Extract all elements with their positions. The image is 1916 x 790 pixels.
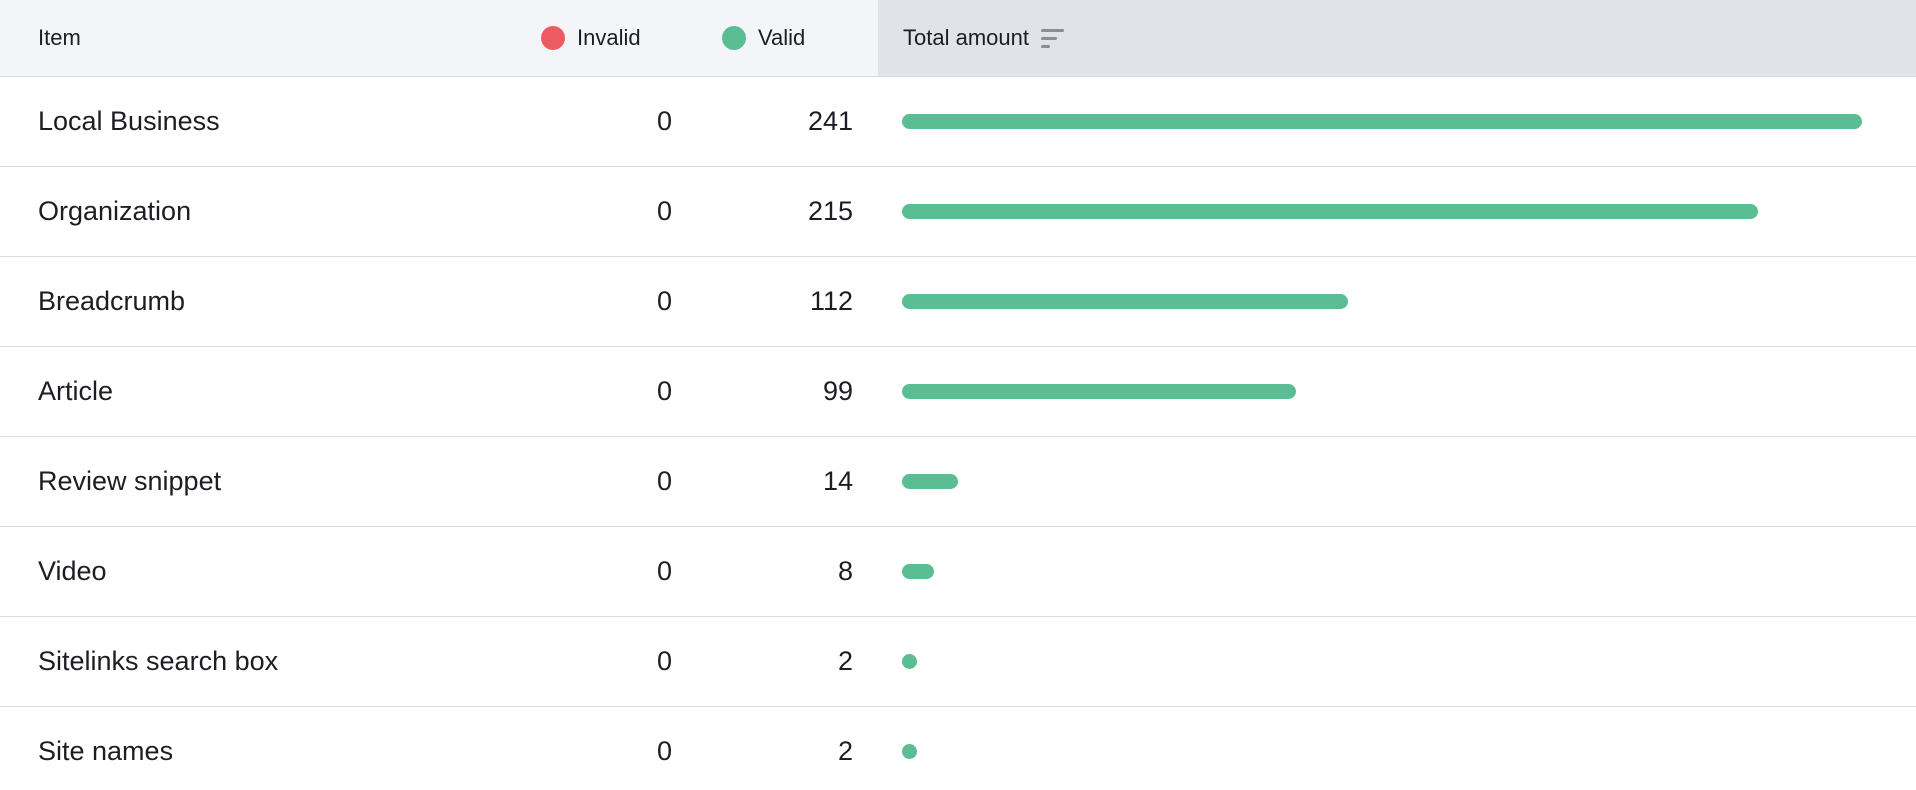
- valid-dot-icon: [722, 26, 746, 50]
- table-row: Article 0 99: [0, 347, 1916, 437]
- row-valid-count: 241: [807, 106, 853, 136]
- table-row: Video 0 8: [0, 527, 1916, 617]
- row-valid-count: 99: [822, 376, 853, 406]
- row-invalid-count: 0: [656, 466, 672, 496]
- total-amount-bar-track: [902, 437, 1862, 526]
- row-valid-count: 112: [809, 286, 853, 316]
- legend-invalid-label: Invalid: [577, 25, 641, 50]
- row-invalid-count: 0: [656, 556, 672, 586]
- total-amount-bar-track: [902, 257, 1862, 346]
- row-item-name: Video: [38, 556, 107, 586]
- row-invalid-count: 0: [656, 196, 672, 226]
- total-amount-bar-track: [902, 347, 1862, 436]
- total-amount-bar[interactable]: [902, 114, 1862, 129]
- row-valid-count: 2: [837, 736, 853, 766]
- row-item-name: Site names: [38, 736, 174, 766]
- total-amount-label: Total amount: [903, 25, 1029, 50]
- legend-valid[interactable]: Valid: [722, 25, 805, 51]
- row-item-name: Organization: [38, 196, 192, 226]
- total-amount-bar[interactable]: [902, 744, 917, 759]
- total-amount-bar[interactable]: [902, 204, 1758, 219]
- row-valid-count: 14: [822, 466, 853, 496]
- total-amount-bar[interactable]: [902, 384, 1296, 399]
- total-amount-bar[interactable]: [902, 294, 1348, 309]
- column-header-item: Item: [38, 25, 81, 50]
- legend-invalid[interactable]: Invalid: [541, 25, 641, 51]
- table-row: Review snippet 0 14: [0, 437, 1916, 527]
- table-row: Organization 0 215: [0, 167, 1916, 257]
- total-amount-bar-track: [902, 617, 1862, 706]
- row-valid-count: 215: [807, 196, 853, 226]
- total-amount-bar[interactable]: [902, 654, 917, 669]
- row-item-name: Local Business: [38, 106, 220, 136]
- row-invalid-count: 0: [656, 286, 672, 316]
- row-valid-count: 2: [837, 646, 853, 676]
- sort-icon[interactable]: [1040, 28, 1064, 48]
- table-row: Site names 0 2: [0, 707, 1916, 790]
- total-amount-bar-track: [902, 167, 1862, 256]
- total-amount-bar-track: [902, 77, 1862, 166]
- row-item-name: Sitelinks search box: [38, 646, 279, 676]
- total-amount-bar-track: [902, 527, 1862, 616]
- table-row: Breadcrumb 0 112: [0, 257, 1916, 347]
- total-amount-bar[interactable]: [902, 564, 934, 579]
- table-row: Local Business 0 241: [0, 77, 1916, 167]
- table-header: Item Invalid Valid Total amount: [0, 0, 1916, 77]
- row-invalid-count: 0: [656, 106, 672, 136]
- invalid-dot-icon: [541, 26, 565, 50]
- row-invalid-count: 0: [656, 736, 672, 766]
- column-header-total-amount[interactable]: Total amount: [878, 0, 1916, 76]
- table-row: Sitelinks search box 0 2: [0, 617, 1916, 707]
- total-amount-bar-track: [902, 707, 1862, 790]
- legend-valid-label: Valid: [758, 25, 806, 50]
- row-invalid-count: 0: [656, 376, 672, 406]
- row-item-name: Review snippet: [38, 466, 222, 496]
- table-body: Local Business 0 241 Organization 0 215 Breadc…: [0, 77, 1916, 790]
- row-valid-count: 8: [837, 556, 853, 586]
- row-item-name: Article: [38, 376, 114, 406]
- total-amount-bar[interactable]: [902, 474, 958, 489]
- row-invalid-count: 0: [656, 646, 672, 676]
- table-header-left: Item Invalid Valid: [0, 0, 878, 76]
- row-item-name: Breadcrumb: [38, 286, 186, 316]
